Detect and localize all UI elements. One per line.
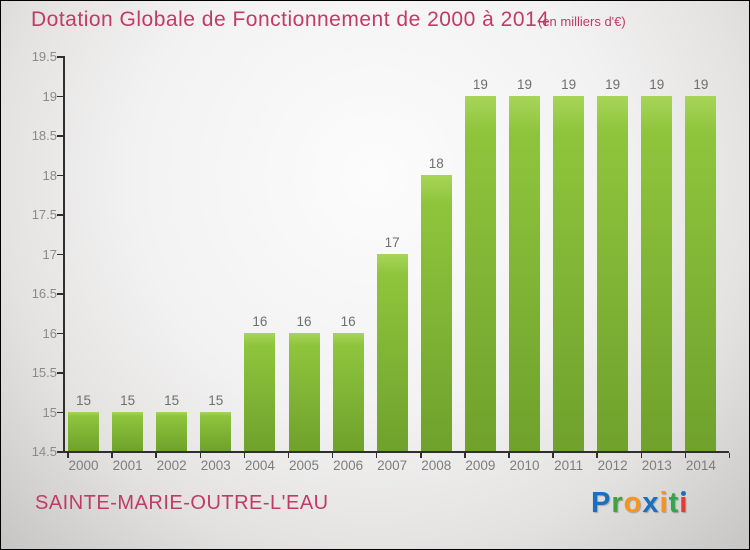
x-axis-tick xyxy=(420,452,422,458)
y-axis-tick xyxy=(57,332,63,334)
x-axis-category-label: 2002 xyxy=(156,458,187,473)
bar-2000 xyxy=(68,411,99,451)
y-axis-tick-label: 15.5 xyxy=(31,365,57,380)
logo-letter-r: r xyxy=(611,487,624,519)
x-axis-category-label: 2001 xyxy=(112,458,143,473)
bar-2010 xyxy=(509,95,540,451)
y-axis-tick-label: 15 xyxy=(42,404,57,420)
bar-value-label: 17 xyxy=(384,234,400,250)
x-axis-category-label: 2009 xyxy=(465,458,496,473)
y-axis-tick xyxy=(57,372,63,374)
x-axis-tick xyxy=(199,452,202,458)
bar-2006 xyxy=(332,332,364,451)
bar-value-label: 15 xyxy=(208,392,224,408)
y-axis-line xyxy=(63,56,65,453)
y-axis-tick-label: 19 xyxy=(42,88,57,104)
x-axis-tick xyxy=(684,452,687,458)
bar-2005 xyxy=(288,332,320,451)
y-axis-tick-label: 14.5 xyxy=(31,444,57,459)
y-axis-tick xyxy=(57,174,63,176)
x-axis-category-label: 2010 xyxy=(509,458,540,473)
x-axis-category-label: 2008 xyxy=(421,458,452,473)
x-axis-tick xyxy=(243,452,246,458)
x-axis-tick xyxy=(331,452,334,458)
x-axis-tick xyxy=(287,452,290,458)
bar-value-label: 16 xyxy=(296,313,312,329)
x-axis-tick xyxy=(155,452,157,458)
bar-2003 xyxy=(200,411,232,451)
bar-2004 xyxy=(244,332,276,451)
x-axis-category-label: 2004 xyxy=(244,458,275,473)
x-axis-category-label: 2011 xyxy=(554,458,584,473)
bar-value-label: 19 xyxy=(472,76,488,92)
bar-value-label: 19 xyxy=(693,76,709,92)
x-axis-tick xyxy=(508,452,510,458)
x-axis-tick xyxy=(464,452,466,458)
x-axis-category-label: 2014 xyxy=(685,458,716,473)
y-axis-tick xyxy=(57,411,63,413)
chart-subtitle: (en milliers d'€) xyxy=(538,14,626,29)
bar-2008 xyxy=(420,174,452,451)
bar-2001 xyxy=(112,411,144,451)
y-axis-tick xyxy=(57,253,63,255)
logo-letter-i: i xyxy=(659,487,669,519)
y-axis-tick xyxy=(57,293,63,295)
x-axis-tick xyxy=(640,452,643,458)
y-axis-tick-label: 18.5 xyxy=(31,128,57,143)
x-axis-category-label: 2013 xyxy=(641,458,672,473)
y-axis-tick-label: 19.5 xyxy=(31,49,57,64)
x-axis-tick xyxy=(596,452,598,458)
x-axis-tick xyxy=(111,452,113,458)
x-axis-category-label: 2003 xyxy=(200,458,231,473)
chart-title: Dotation Globale de Fonctionnement de 20… xyxy=(31,8,550,31)
proxiti-logo: Proxitı xyxy=(591,487,688,520)
bar-value-label: 16 xyxy=(340,313,356,329)
y-axis-tick-label: 17 xyxy=(42,246,57,262)
x-axis-tick xyxy=(552,452,554,458)
bar-2007 xyxy=(376,253,408,451)
y-axis-tick-label: 17.5 xyxy=(31,207,57,222)
bar-value-label: 18 xyxy=(428,155,444,171)
logo-letter-P: P xyxy=(591,487,612,519)
y-axis-tick-label: 18 xyxy=(42,167,57,183)
bar-value-label: 15 xyxy=(164,392,180,408)
y-axis-tick xyxy=(57,56,63,58)
y-axis-tick xyxy=(57,214,63,216)
y-axis-tick-label: 16.5 xyxy=(31,286,57,301)
bar-value-label: 15 xyxy=(75,392,92,408)
bar-value-label: 16 xyxy=(252,313,268,329)
bar-2009 xyxy=(464,95,496,451)
x-axis-category-label: 2006 xyxy=(333,458,364,473)
bar-2011 xyxy=(553,95,585,451)
bar-value-label: 15 xyxy=(120,392,136,408)
bar-value-label: 19 xyxy=(649,76,665,92)
x-axis-line xyxy=(63,451,729,453)
x-axis-tick xyxy=(67,452,69,458)
bar-value-label: 19 xyxy=(561,76,577,92)
location-label: SAINTE-MARIE-OUTRE-L'EAU xyxy=(35,492,329,514)
y-axis-tick-label: 16 xyxy=(42,325,57,341)
y-axis-tick xyxy=(57,95,63,97)
logo-letter-x: x xyxy=(642,487,660,519)
x-axis-tick xyxy=(728,452,731,458)
x-axis-tick xyxy=(375,452,378,458)
bar-2012 xyxy=(597,95,629,451)
bar-value-label: 19 xyxy=(516,76,533,92)
y-axis-tick xyxy=(57,451,63,453)
bar-value-label: 19 xyxy=(605,76,621,92)
logo-i-dot xyxy=(681,491,687,496)
x-axis-category-label: 2005 xyxy=(288,458,320,473)
logo-letter-o: o xyxy=(623,487,643,519)
bar-2002 xyxy=(156,411,188,451)
y-axis-tick xyxy=(57,135,63,137)
x-axis-category-label: 2007 xyxy=(377,458,408,473)
bar-2014 xyxy=(685,95,717,451)
x-axis-category-label: 2000 xyxy=(68,458,99,473)
x-axis-category-label: 2012 xyxy=(597,458,628,473)
logo-letter-t: t xyxy=(668,487,680,519)
logo-letter-i-bluedot: ı xyxy=(679,487,689,519)
bar-2013 xyxy=(641,95,673,451)
